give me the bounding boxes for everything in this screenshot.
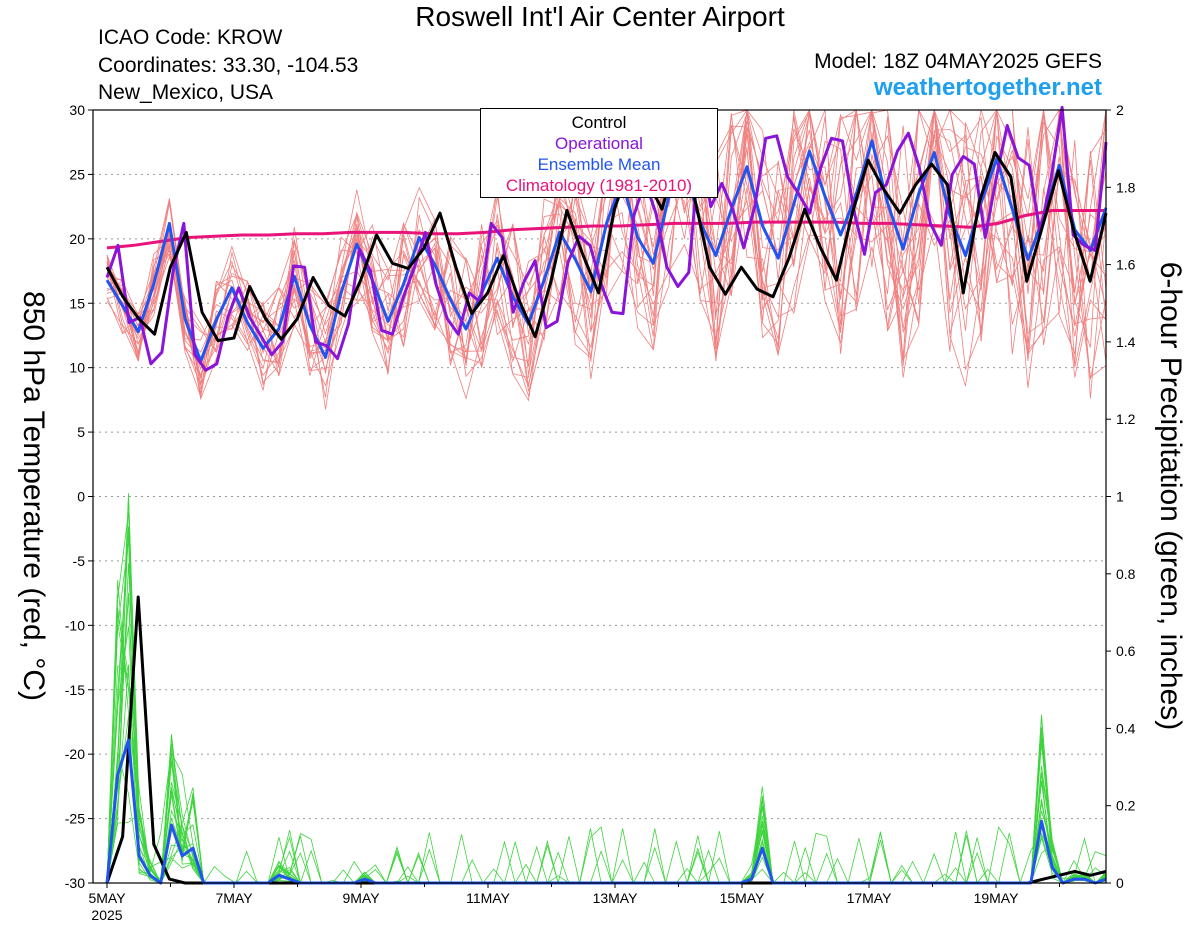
y-left-tick-label: -25 (65, 811, 85, 827)
y-right-tick-label: 0.6 (1116, 643, 1136, 659)
ensemble-member-temp-line (106, 109, 1107, 388)
y-left-tick-label: 15 (69, 295, 85, 311)
x-tick-label: 11MAY (466, 890, 510, 906)
y-left-tick-label: 10 (69, 360, 85, 376)
x-tick-label: 9MAY (342, 890, 380, 906)
legend-item: Operational (555, 134, 643, 153)
ensemble-member-precip-line (106, 594, 1107, 885)
x-tick-label: 13MAY (593, 890, 639, 906)
y-right-tick-label: 2 (1116, 102, 1124, 118)
y-left-tick-label: -20 (65, 746, 85, 762)
y-right-tick-label: 1.8 (1116, 179, 1136, 195)
precip-series-ensemble-mean (105, 738, 1107, 885)
ensemble-member-precip-line (106, 665, 1107, 884)
x-tick-label: 7MAY (215, 890, 253, 906)
region: New_Mexico, USA (98, 81, 274, 104)
ensemble-member-precip-line (106, 716, 1107, 884)
ensemble-member-precip-line (106, 512, 1107, 884)
ensemble-member-precip-line (106, 527, 1107, 885)
precip-series-control (105, 595, 1107, 885)
ensemble-member-precip-line (106, 613, 1107, 884)
ensemble-member-precip-line (106, 664, 1107, 884)
ensemble-member-precip-line (106, 526, 1107, 884)
y-left-tick-label: 5 (77, 424, 85, 440)
y-right-tick-label: 0.4 (1116, 720, 1136, 736)
y-right-tick-label: 1.4 (1116, 334, 1136, 350)
y-right-tick-label: 0.8 (1116, 566, 1136, 582)
x-tick-label: 15MAY (720, 890, 766, 906)
y-left-tick-label: 25 (69, 166, 85, 182)
ensemble-member-precip-line (106, 536, 1107, 885)
chart-title: Roswell Int'l Air Center Airport (415, 1, 785, 32)
ensemble-member-precip-line (106, 626, 1107, 885)
legend-item: Ensemble Mean (537, 155, 661, 174)
coordinates: Coordinates: 33.30, -104.53 (98, 54, 359, 77)
x-tick-label: 17MAY (847, 890, 893, 906)
legend-item: Climatology (1981-2010) (505, 176, 693, 195)
site-link[interactable]: weathertogether.net (873, 74, 1102, 101)
ensemble-member-precip-line (106, 736, 1107, 884)
ensemble-member-precip-line (106, 493, 1107, 885)
y-left-tick-label: -5 (73, 553, 86, 569)
ensemble-member-temp-line (106, 109, 1107, 394)
y-right-tick-label: 1.6 (1116, 257, 1136, 273)
temp-series-operational (105, 105, 1108, 372)
x-tick-label: 5MAY (88, 890, 126, 906)
y-right-tick-label: 1.2 (1116, 411, 1136, 427)
temp-series-control (105, 151, 1108, 343)
y-left-tick-label: 0 (77, 489, 85, 505)
y-left-tick-label: -15 (65, 682, 85, 698)
y-right-tick-label: 1 (1116, 489, 1124, 505)
ensemble-member-temp-line (106, 108, 1107, 398)
y-right-tick-label: 0 (1116, 875, 1124, 891)
model-run: Model: 18Z 04MAY2025 GEFS (814, 50, 1102, 73)
ensemble-member-precip-line (106, 592, 1107, 884)
legend: Control Operational Ensemble Mean Climatolo… (480, 108, 718, 198)
y-left-tick-label: -10 (65, 617, 85, 633)
y-left-tick-label: -30 (65, 875, 85, 891)
ensemble-member-precip-line (106, 539, 1107, 884)
y-left-tick-label: 30 (69, 102, 85, 118)
ensemble-member-precip-line (106, 623, 1107, 884)
x-year-label: 2025 (91, 907, 122, 923)
icao-code: ICAO Code: KROW (98, 26, 283, 49)
ensemble-member-precip-line (106, 714, 1107, 885)
y-right-tick-label: 0.2 (1116, 798, 1136, 814)
x-tick-label: 19MAY (974, 890, 1020, 906)
legend-item: Control (571, 113, 627, 132)
ensemble-member-precip-line (106, 607, 1107, 884)
y-left-tick-label: 20 (69, 231, 85, 247)
